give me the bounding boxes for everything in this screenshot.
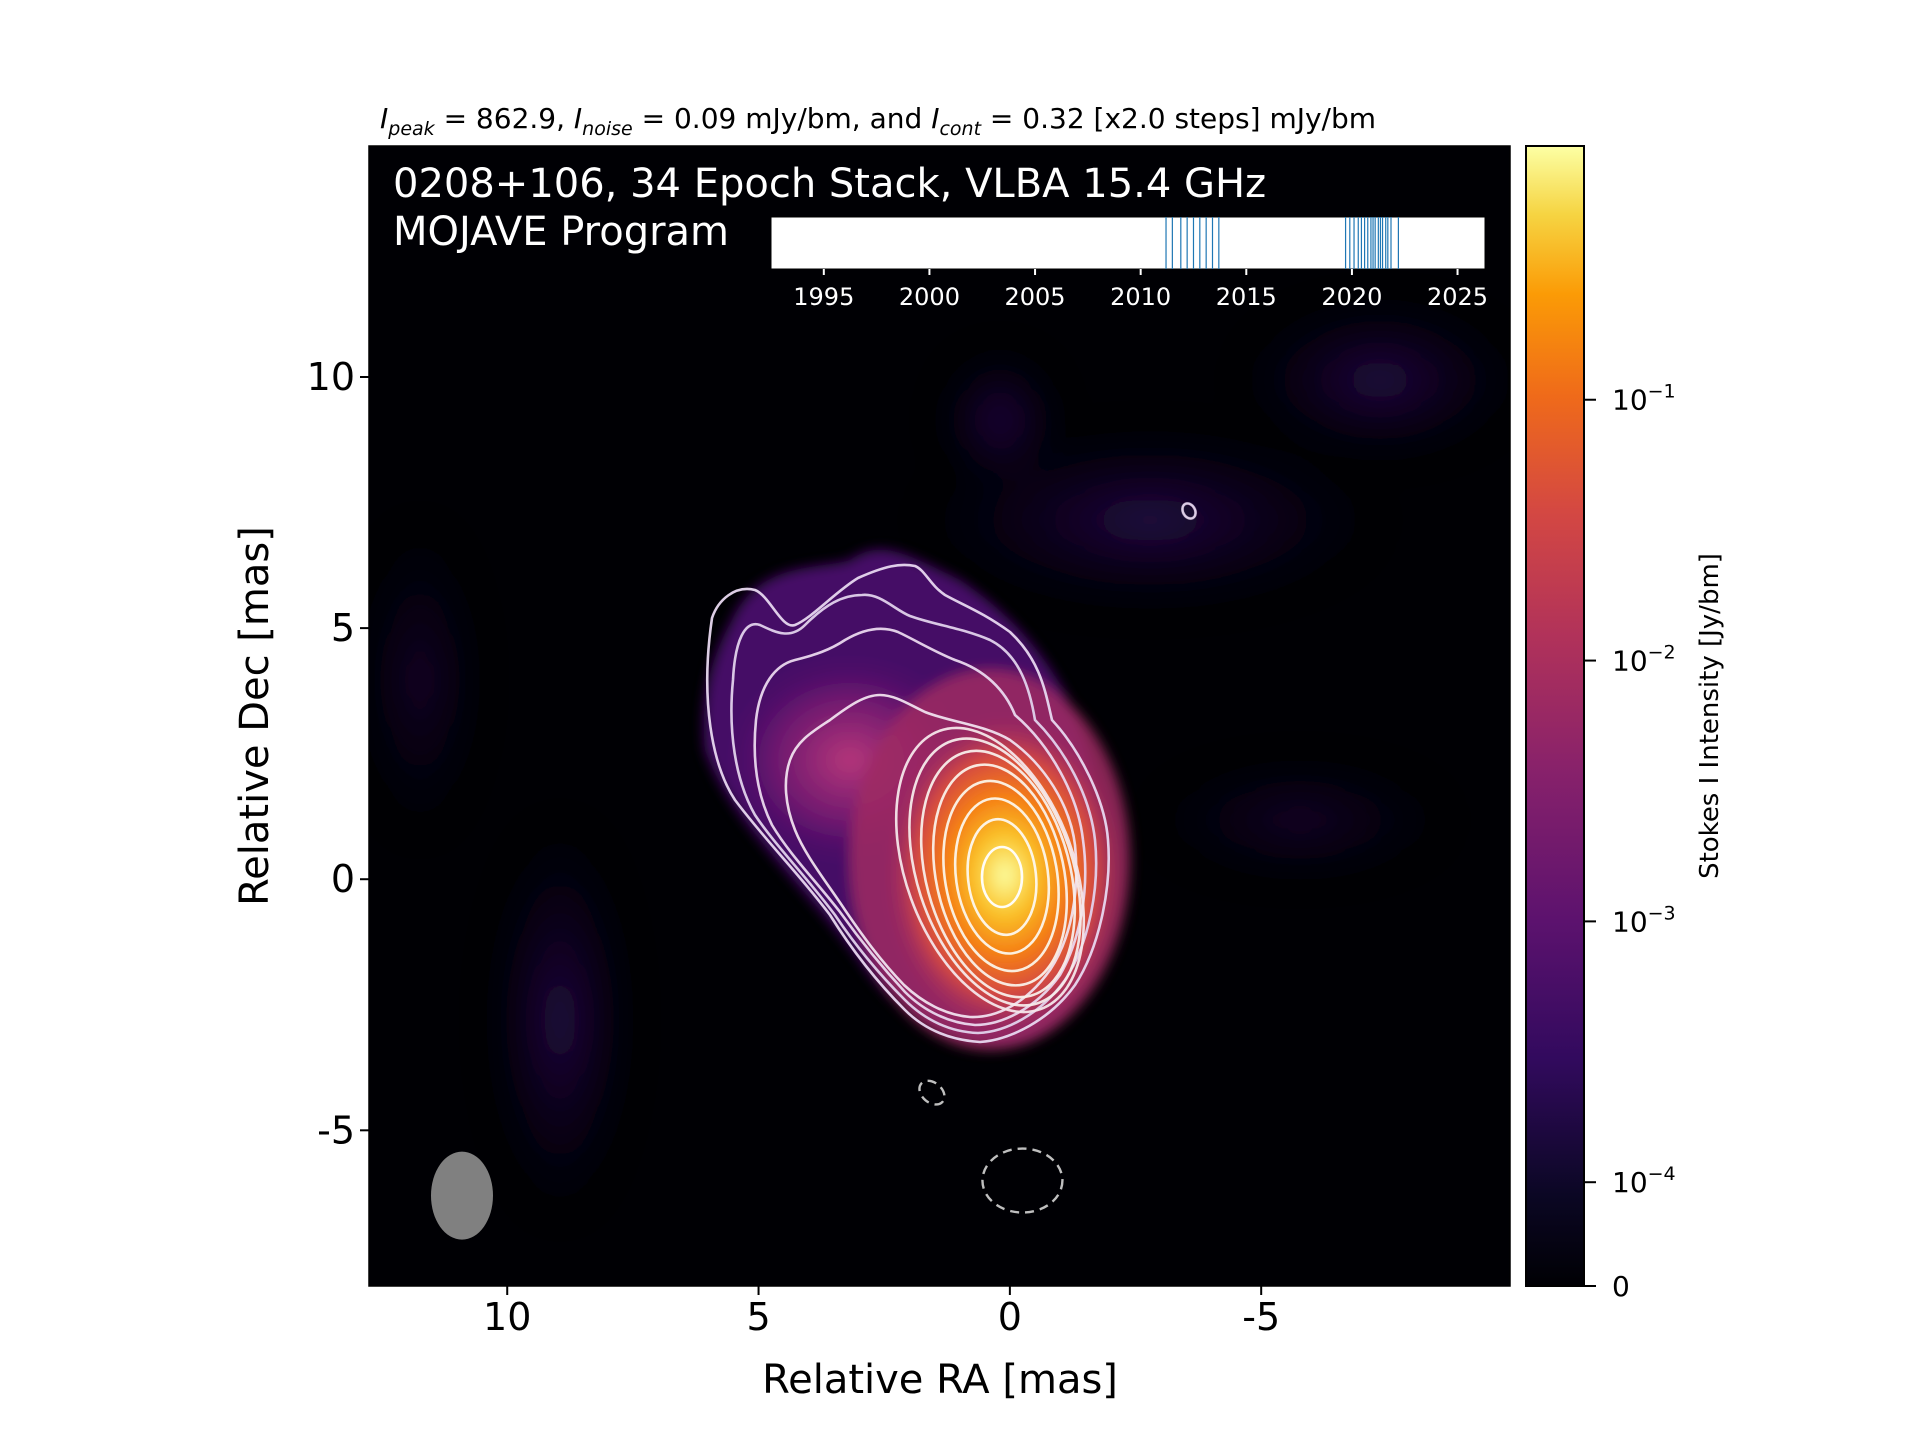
colorbar-label: Stokes I Intensity [Jy/bm] [1695, 553, 1725, 879]
y-tick-label: -5 [317, 1108, 355, 1152]
contours-group [705, 502, 1197, 1044]
x-tick-label: 5 [746, 1295, 770, 1339]
x-tick-label: -5 [1242, 1295, 1280, 1339]
cont-subscript: cont [939, 118, 982, 140]
contour-level-5 [894, 726, 1086, 1014]
contour-level-11 [966, 817, 1038, 937]
contour-level-4 [784, 693, 1078, 1019]
image-frame [368, 145, 1511, 1287]
contour-level-1 [705, 563, 1110, 1044]
timeline-tick-label: 1995 [793, 283, 854, 311]
contour-level-10 [953, 797, 1051, 955]
image-stats-header: Ipeak = 862.9, Inoise = 0.09 mJy/bm, and… [380, 102, 1376, 140]
noise-subscript: noise [582, 118, 633, 140]
noise-text: = 0.09 mJy/bm, and [633, 102, 931, 135]
plot-title-line2: MOJAVE Program [393, 209, 729, 255]
y-tick-label: 5 [331, 606, 355, 650]
peak-symbol: I [380, 102, 388, 135]
negative-contour-1 [918, 1079, 946, 1106]
plot-title-line1: 0208+106, 34 Epoch Stack, VLBA 15.4 GHz [393, 161, 1266, 207]
contour-level-3 [753, 627, 1087, 1027]
negative-contour-2 [981, 1147, 1064, 1214]
timeline-tick-label: 2020 [1321, 283, 1382, 311]
small-positive-contour [1181, 502, 1197, 520]
image-panel [368, 145, 1511, 1287]
y-tick-label: 0 [331, 857, 355, 901]
timeline-epoch-lines [1165, 217, 1399, 269]
cont-symbol: I [931, 102, 939, 135]
contour-level-12 [980, 845, 1024, 909]
timeline-background [770, 216, 1486, 270]
y-axis-label: Relative Dec [mas] [232, 526, 278, 906]
timeline-tick-label: 2005 [1005, 283, 1066, 311]
faint-emission [369, 300, 1510, 1220]
contour-level-6 [908, 737, 1082, 1007]
timeline-tick-label: 2000 [899, 283, 960, 311]
noise-symbol: I [574, 102, 582, 135]
colorbar-tick-label: 10−1 [1612, 381, 1676, 417]
colorbar: 10−1 10−2 10−3 10−4 0 Stokes I Intensity [Jy… [1525, 145, 1725, 1303]
colorbar-ticks: 10−1 10−2 10−3 10−4 0 [1584, 381, 1676, 1303]
colorbar-tick-label: 10−4 [1612, 1163, 1676, 1199]
timeline-tick-label: 2025 [1427, 283, 1488, 311]
x-tick-label: 10 [483, 1295, 531, 1339]
cont-text: = 0.32 [x2.0 steps] mJy/bm [981, 102, 1376, 135]
x-axis-ticks: 10 5 0 -5 [483, 1286, 1280, 1339]
x-axis-label: Relative RA [mas] [762, 1357, 1118, 1403]
colorbar-tick-label: 0 [1612, 1270, 1630, 1303]
peak-text: = 862.9, [435, 102, 574, 135]
beam-ellipse [430, 1151, 493, 1240]
peak-subscript: peak [387, 118, 435, 140]
contour-level-9 [942, 779, 1060, 973]
contour-level-8 [931, 763, 1069, 987]
colorbar-tick-label: 10−3 [1612, 902, 1676, 938]
colorbar-gradient [1525, 145, 1585, 1287]
timeline-tick-label: 2010 [1110, 283, 1171, 311]
y-tick-label: 10 [307, 355, 355, 399]
epoch-timeline-inset: 1995 2000 2005 2010 2015 2020 2025 [770, 216, 1488, 311]
y-axis-ticks: 10 5 0 -5 [307, 355, 369, 1152]
contour-level-2 [730, 593, 1098, 1035]
contour-level-7 [919, 749, 1077, 999]
timeline-ticks: 1995 2000 2005 2010 2015 2020 2025 [793, 269, 1488, 311]
colorbar-tick-label: 10−2 [1612, 642, 1676, 678]
x-tick-label: 0 [998, 1295, 1022, 1339]
negative-contours [918, 1079, 1064, 1214]
timeline-tick-label: 2015 [1216, 283, 1277, 311]
